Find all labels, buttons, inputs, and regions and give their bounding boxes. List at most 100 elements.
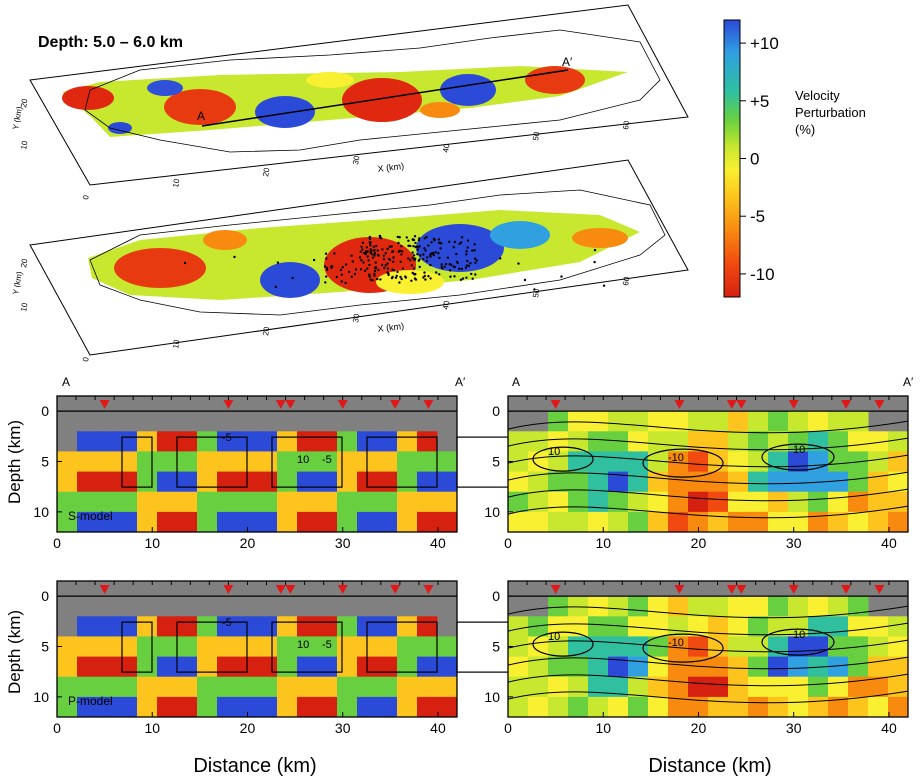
hypocenter-dot xyxy=(426,256,429,259)
contour-label: -10 xyxy=(668,637,684,649)
heatmap-cell xyxy=(868,491,889,513)
heatmap-cell xyxy=(277,431,298,452)
contour-line xyxy=(507,690,909,704)
heatmap-cell xyxy=(628,491,649,513)
heatmap-cell xyxy=(868,656,889,678)
heatmap-cell xyxy=(668,676,689,698)
heatmap-cell xyxy=(417,471,438,493)
hypocenter-dot xyxy=(466,259,469,263)
hypocenter-dot xyxy=(446,256,450,259)
heatmap-cell xyxy=(868,616,889,637)
profile-label-A: A xyxy=(197,109,205,123)
heatmap-cell xyxy=(157,676,178,698)
hypocenter-dot xyxy=(344,281,347,285)
heatmap-cell xyxy=(197,636,218,657)
heatmap-cell xyxy=(768,676,789,698)
heatmap-cell xyxy=(668,471,689,493)
hypocenter-dot xyxy=(363,251,366,255)
hypocenter-dot xyxy=(423,247,426,250)
hypocenter-dot xyxy=(348,270,351,274)
hypocenter-dot xyxy=(398,249,402,252)
contour-line xyxy=(176,621,248,673)
heatmap-cell xyxy=(57,511,78,533)
section-label-A-prime-left: A′ xyxy=(455,375,466,389)
heatmap-cell xyxy=(588,616,609,637)
heatmap-cell xyxy=(157,511,178,533)
heatmap-cell xyxy=(257,511,278,533)
map-bottom-xtick: 30 xyxy=(351,312,362,323)
station-marker xyxy=(874,585,885,594)
heatmap-cell xyxy=(548,656,569,678)
contour-line xyxy=(507,420,909,434)
heatmap-cell xyxy=(888,616,909,637)
heatmap-cell xyxy=(277,491,298,513)
heatmap-cell xyxy=(397,431,418,452)
heatmap-cell xyxy=(568,451,589,472)
hypocenter-dot xyxy=(383,266,386,270)
hypocenter-dot xyxy=(473,249,476,252)
heatmap-cell xyxy=(728,491,749,513)
heatmap-cell xyxy=(377,636,398,657)
heatmap-cell xyxy=(437,636,458,657)
hypocenter-dot xyxy=(425,235,428,239)
heatmap-cell xyxy=(628,431,649,452)
heatmap-cell xyxy=(177,696,198,718)
heatmap-cell xyxy=(568,696,589,718)
x-tick-label: 40 xyxy=(430,535,446,551)
hypocenter-dot xyxy=(344,263,348,266)
y-tick-label: 10 xyxy=(33,689,49,705)
map-bottom: X (km) Y (km) 0 10 20 30 40 50 60 10 20 xyxy=(11,159,689,362)
heatmap-cell xyxy=(568,471,589,493)
colorbar-gradient xyxy=(723,19,741,298)
heatmap-cell xyxy=(868,696,889,718)
hypocenter-dot xyxy=(424,278,427,281)
hypocenter-dot xyxy=(444,262,448,266)
heatmap-cell xyxy=(588,511,609,533)
heatmap-cell xyxy=(417,676,438,698)
heatmap-cell xyxy=(317,511,338,533)
heatmap-cell xyxy=(137,636,158,657)
hypocenter-dot xyxy=(411,256,414,259)
heatmap-cell xyxy=(808,511,829,533)
hypocenter-dot xyxy=(474,261,477,264)
heatmap-cell xyxy=(297,676,318,698)
heatmap-cell xyxy=(97,656,118,678)
hypocenter-dot xyxy=(533,288,536,291)
contour-lines xyxy=(121,436,528,488)
station-marker xyxy=(223,585,234,594)
heatmap-cell xyxy=(77,636,98,657)
heatmap-cell xyxy=(808,411,829,432)
heatmap-cell xyxy=(608,696,629,718)
heatmap-cell xyxy=(888,471,909,493)
heatmap-cell xyxy=(77,431,98,452)
map-top-xtick: 50 xyxy=(531,130,542,141)
heatmap-cell xyxy=(688,511,709,533)
contour-line xyxy=(366,621,438,673)
hypocenter-dot xyxy=(382,258,386,261)
heatmap-cell xyxy=(648,511,669,533)
hypocenter-dot xyxy=(423,274,426,278)
hypocenter-dot xyxy=(394,276,398,279)
heatmap-cell xyxy=(648,431,669,452)
map-top-yticks: 10 20 xyxy=(19,97,30,150)
contour-line xyxy=(507,454,909,468)
heatmap-cell xyxy=(117,676,138,698)
heatmap-cell xyxy=(217,696,238,718)
hypocenter-dot xyxy=(366,267,369,270)
heatmap-cell xyxy=(608,636,629,657)
heatmap-cell xyxy=(217,656,238,678)
heatmap-cell xyxy=(888,696,909,718)
map-bottom-cell xyxy=(260,262,320,298)
hypocenter-dot xyxy=(457,267,461,270)
hypocenter-dot xyxy=(412,254,416,257)
depth-title: Depth: 5.0 – 6.0 km xyxy=(38,34,183,51)
heatmap-cell xyxy=(197,511,218,533)
x-tick-label: 30 xyxy=(786,535,802,551)
hypocenter-dot xyxy=(439,247,442,250)
map-bottom-xtick: 50 xyxy=(531,287,542,298)
heatmap-cell xyxy=(377,451,398,472)
hypocenter-dot xyxy=(469,262,472,265)
hypocenter-dot xyxy=(418,265,421,269)
station-marker xyxy=(275,400,286,409)
contour-line xyxy=(507,673,909,687)
